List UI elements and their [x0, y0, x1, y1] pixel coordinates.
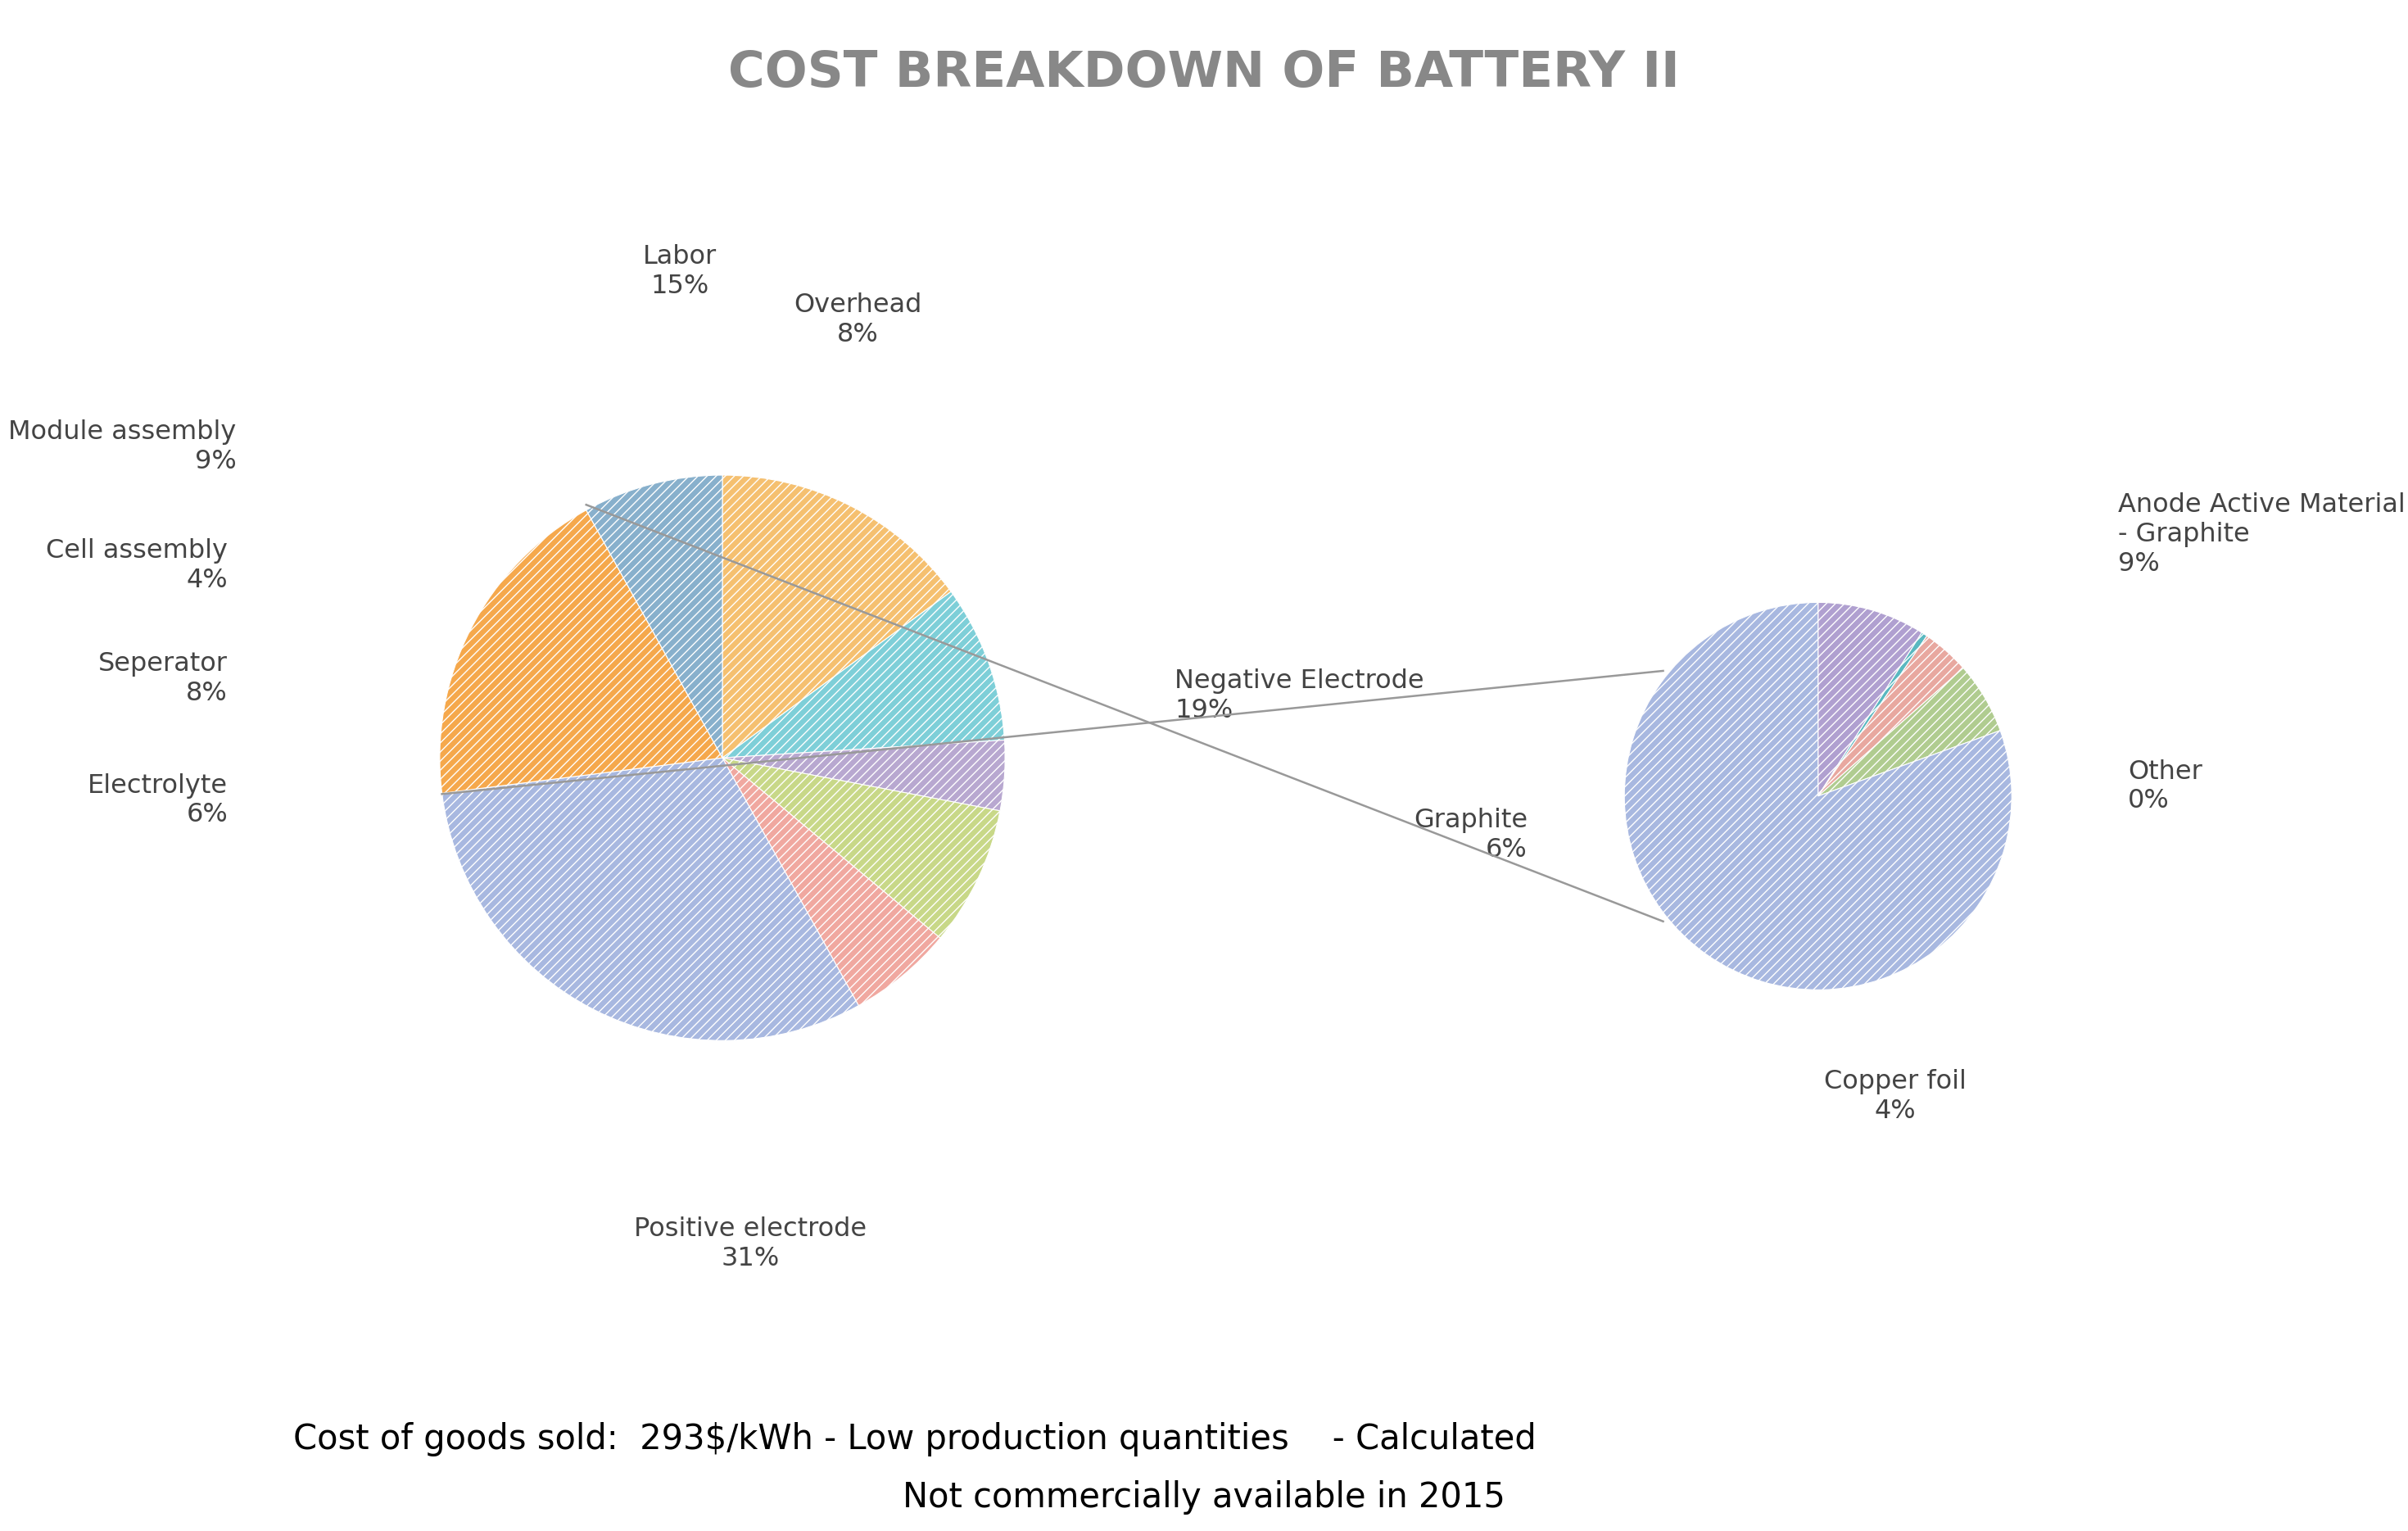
Wedge shape	[585, 475, 722, 758]
Wedge shape	[443, 758, 860, 1041]
Text: Not commercially available in 2015: Not commercially available in 2015	[903, 1480, 1505, 1514]
Text: Graphite
6%: Graphite 6%	[1413, 807, 1527, 862]
Text: Other
0%: Other 0%	[2129, 759, 2203, 814]
Wedge shape	[1625, 602, 2011, 991]
Wedge shape	[722, 758, 999, 939]
Wedge shape	[722, 475, 951, 758]
Wedge shape	[441, 510, 722, 793]
Text: Seperator
8%: Seperator 8%	[99, 651, 229, 706]
Wedge shape	[722, 758, 939, 1006]
Text: Positive electrode
31%: Positive electrode 31%	[633, 1217, 867, 1271]
Wedge shape	[1818, 602, 1922, 796]
Text: COST BREAKDOWN OF BATTERY II: COST BREAKDOWN OF BATTERY II	[727, 49, 1681, 98]
Wedge shape	[1818, 668, 2001, 796]
Text: Labor
15%: Labor 15%	[643, 245, 718, 299]
Text: Cell assembly
4%: Cell assembly 4%	[46, 539, 229, 592]
Text: Copper foil
4%: Copper foil 4%	[1825, 1069, 1967, 1124]
Wedge shape	[722, 591, 1004, 758]
Wedge shape	[1818, 635, 1963, 796]
Text: Anode Active Material
- Graphite
9%: Anode Active Material - Graphite 9%	[2119, 493, 2406, 577]
Text: Negative Electrode
19%: Negative Electrode 19%	[1175, 669, 1423, 723]
Text: Overhead
8%: Overhead 8%	[795, 292, 922, 348]
Wedge shape	[722, 739, 1004, 811]
Text: Cost of goods sold:  293$/kWh - Low production quantities    - Calculated: Cost of goods sold: 293$/kWh - Low produ…	[294, 1422, 1536, 1456]
Wedge shape	[1818, 632, 1926, 796]
Text: Electrolyte
6%: Electrolyte 6%	[87, 773, 229, 828]
Text: Module assembly
9%: Module assembly 9%	[7, 419, 236, 475]
